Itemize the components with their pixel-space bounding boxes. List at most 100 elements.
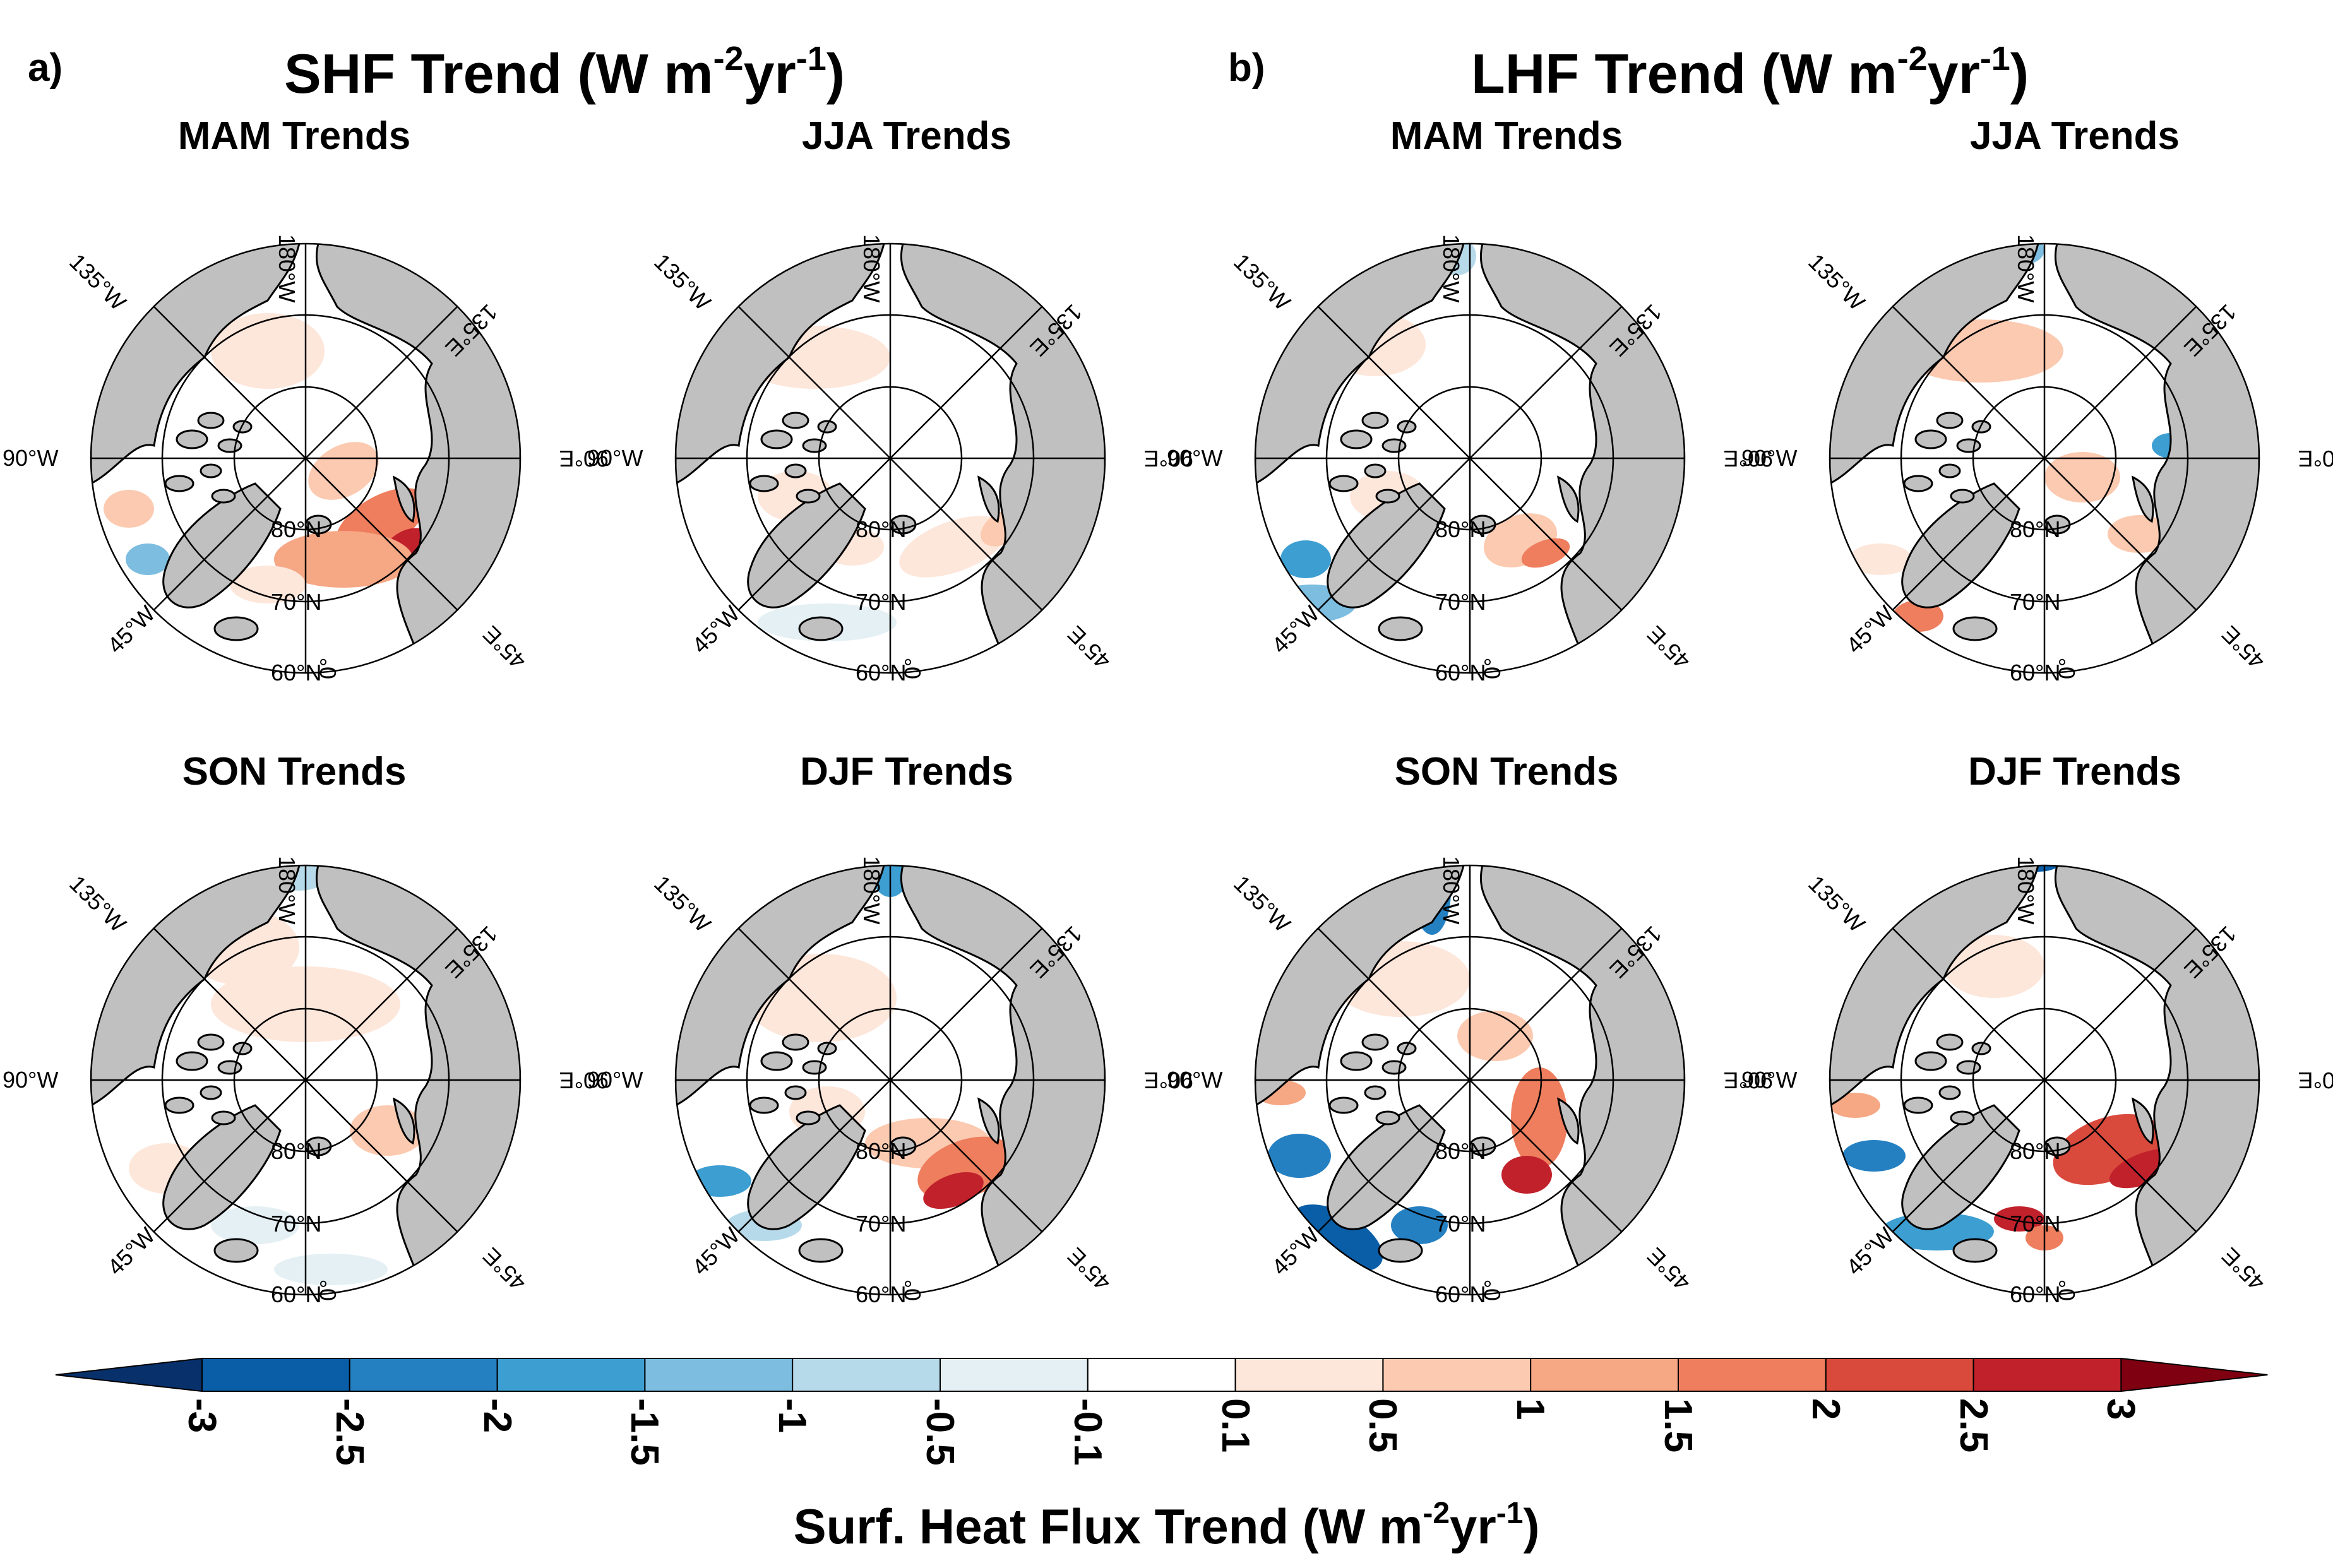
greenland-land <box>1327 1104 1446 1230</box>
trend-patch <box>104 490 154 528</box>
colorbar-segment <box>1972 1358 2122 1392</box>
polar-map-3 <box>90 864 522 1296</box>
eurasia-land <box>1479 865 1685 1295</box>
map-label-left: 90°W <box>3 445 59 471</box>
greenland-land <box>1901 1104 2020 1230</box>
iceland-island <box>1952 616 1998 641</box>
map-label-top: 180°W <box>859 234 885 303</box>
island <box>197 412 225 429</box>
shf-title-end: ) <box>826 42 845 105</box>
island <box>1364 1085 1387 1100</box>
island <box>1914 1051 1947 1071</box>
colorbar-title-text: Surf. Heat Flux Trend (W m <box>793 1499 1423 1554</box>
eurasia-land <box>2054 244 2259 673</box>
colorbar-tick-label: -2 <box>475 1398 519 1434</box>
trend-patch <box>1511 1067 1568 1168</box>
colorbar-title: Surf. Heat Flux Trend (W m-2yr-1) <box>0 1496 2333 1555</box>
island <box>796 489 821 504</box>
map-label-lat80: 80°N <box>2010 516 2061 542</box>
panel-letter-b: b) <box>1228 46 1265 90</box>
map-title-shf-djf: DJF Trends <box>800 750 1013 793</box>
island <box>1903 1096 1933 1114</box>
shf-title-sup2: -1 <box>796 40 826 78</box>
map-label-left: 90°W <box>1167 1067 1223 1093</box>
colorbar-title-sup2: -1 <box>1496 1497 1524 1530</box>
novaya-zemlya-island <box>977 475 1000 523</box>
meridian-line <box>737 306 1043 611</box>
island <box>784 1085 807 1100</box>
iceland-island <box>213 1238 259 1263</box>
eurasia-land <box>315 244 520 673</box>
shf-title-sup1: -2 <box>713 40 744 78</box>
colorbar-segment <box>940 1358 1089 1392</box>
polar-map-4 <box>674 864 1106 1296</box>
novaya-zemlya-island <box>393 1097 415 1145</box>
map-label-lat60: 60°N <box>2010 660 2061 686</box>
trend-patch <box>211 1206 299 1244</box>
trend-patch <box>274 1254 388 1285</box>
island <box>1328 1096 1359 1114</box>
map-label-lat70: 70°N <box>1435 589 1486 615</box>
colorbar-title-end: ) <box>1523 1499 1540 1554</box>
greenland-land <box>162 1104 282 1230</box>
island <box>784 463 807 478</box>
map-label-top: 180°W <box>1438 234 1464 303</box>
trend-patch <box>1943 935 2044 998</box>
colorbar-segment <box>1087 1358 1236 1392</box>
colorbar-segment <box>349 1358 498 1392</box>
polar-map-2 <box>674 242 1106 674</box>
island <box>176 429 208 449</box>
map-label-lat80: 80°N <box>271 1138 322 1164</box>
map-label-lat60: 60°N <box>271 1281 322 1307</box>
panel-letter-a: a) <box>28 46 63 90</box>
map-label-lat70: 70°N <box>856 1211 907 1237</box>
colorbar-segment <box>201 1358 350 1392</box>
island <box>1375 1110 1400 1126</box>
island <box>1950 1110 1975 1126</box>
island <box>217 438 242 453</box>
island <box>1956 438 1981 453</box>
island <box>1950 489 1975 504</box>
polar-map-1 <box>90 242 522 674</box>
island <box>176 1051 208 1071</box>
trend-patch <box>1830 1093 1880 1118</box>
greenland-land <box>747 482 866 609</box>
trend-patch <box>1280 540 1331 578</box>
greenland-land <box>1901 482 2020 609</box>
eurasia-land <box>315 865 520 1295</box>
map-label-right: 90°E <box>2298 1067 2333 1093</box>
trend-patch <box>1457 1011 1533 1061</box>
colorbar-segment <box>644 1358 794 1392</box>
map-label-lat70: 70°N <box>271 589 322 615</box>
iceland-island <box>1952 1238 1998 1263</box>
island <box>1361 1033 1389 1051</box>
meridian-line <box>1317 927 1623 1233</box>
map-title-shf-jja: JJA Trends <box>802 114 1011 158</box>
island <box>1328 475 1359 492</box>
trend-patch <box>2044 452 2120 502</box>
eurasia-land <box>900 244 1105 673</box>
map-title-shf-son: SON Trends <box>182 750 407 793</box>
trend-patch <box>308 442 379 500</box>
colorbar-tick-label: -1.5 <box>623 1398 667 1466</box>
island <box>1938 463 1961 478</box>
island <box>1903 475 1933 492</box>
colorbar-tick-label: 1.5 <box>1656 1398 1700 1453</box>
island <box>1381 438 1407 453</box>
map-label-lat80: 80°N <box>856 1138 907 1164</box>
greenland-land <box>1327 482 1446 609</box>
colorbar-segment <box>1382 1358 1532 1392</box>
colorbar-tick-label: 3 <box>2099 1398 2143 1420</box>
lhf-title-sup1: -2 <box>1897 40 1928 78</box>
shf-title-text: SHF Trend (W m <box>284 42 713 105</box>
map-title-lhf-son: SON Trends <box>1394 750 1619 793</box>
trend-patch <box>1849 543 1912 575</box>
map-label-lat60: 60°N <box>856 1281 907 1307</box>
meridian-line <box>153 306 458 611</box>
trend-patch <box>1501 1156 1552 1194</box>
island <box>1936 412 1964 429</box>
map-label-left: 90°W <box>1167 445 1223 471</box>
map-label-top: 180°W <box>2013 856 2039 925</box>
greenland-land <box>747 1104 866 1230</box>
novaya-zemlya-island <box>2132 1097 2154 1145</box>
